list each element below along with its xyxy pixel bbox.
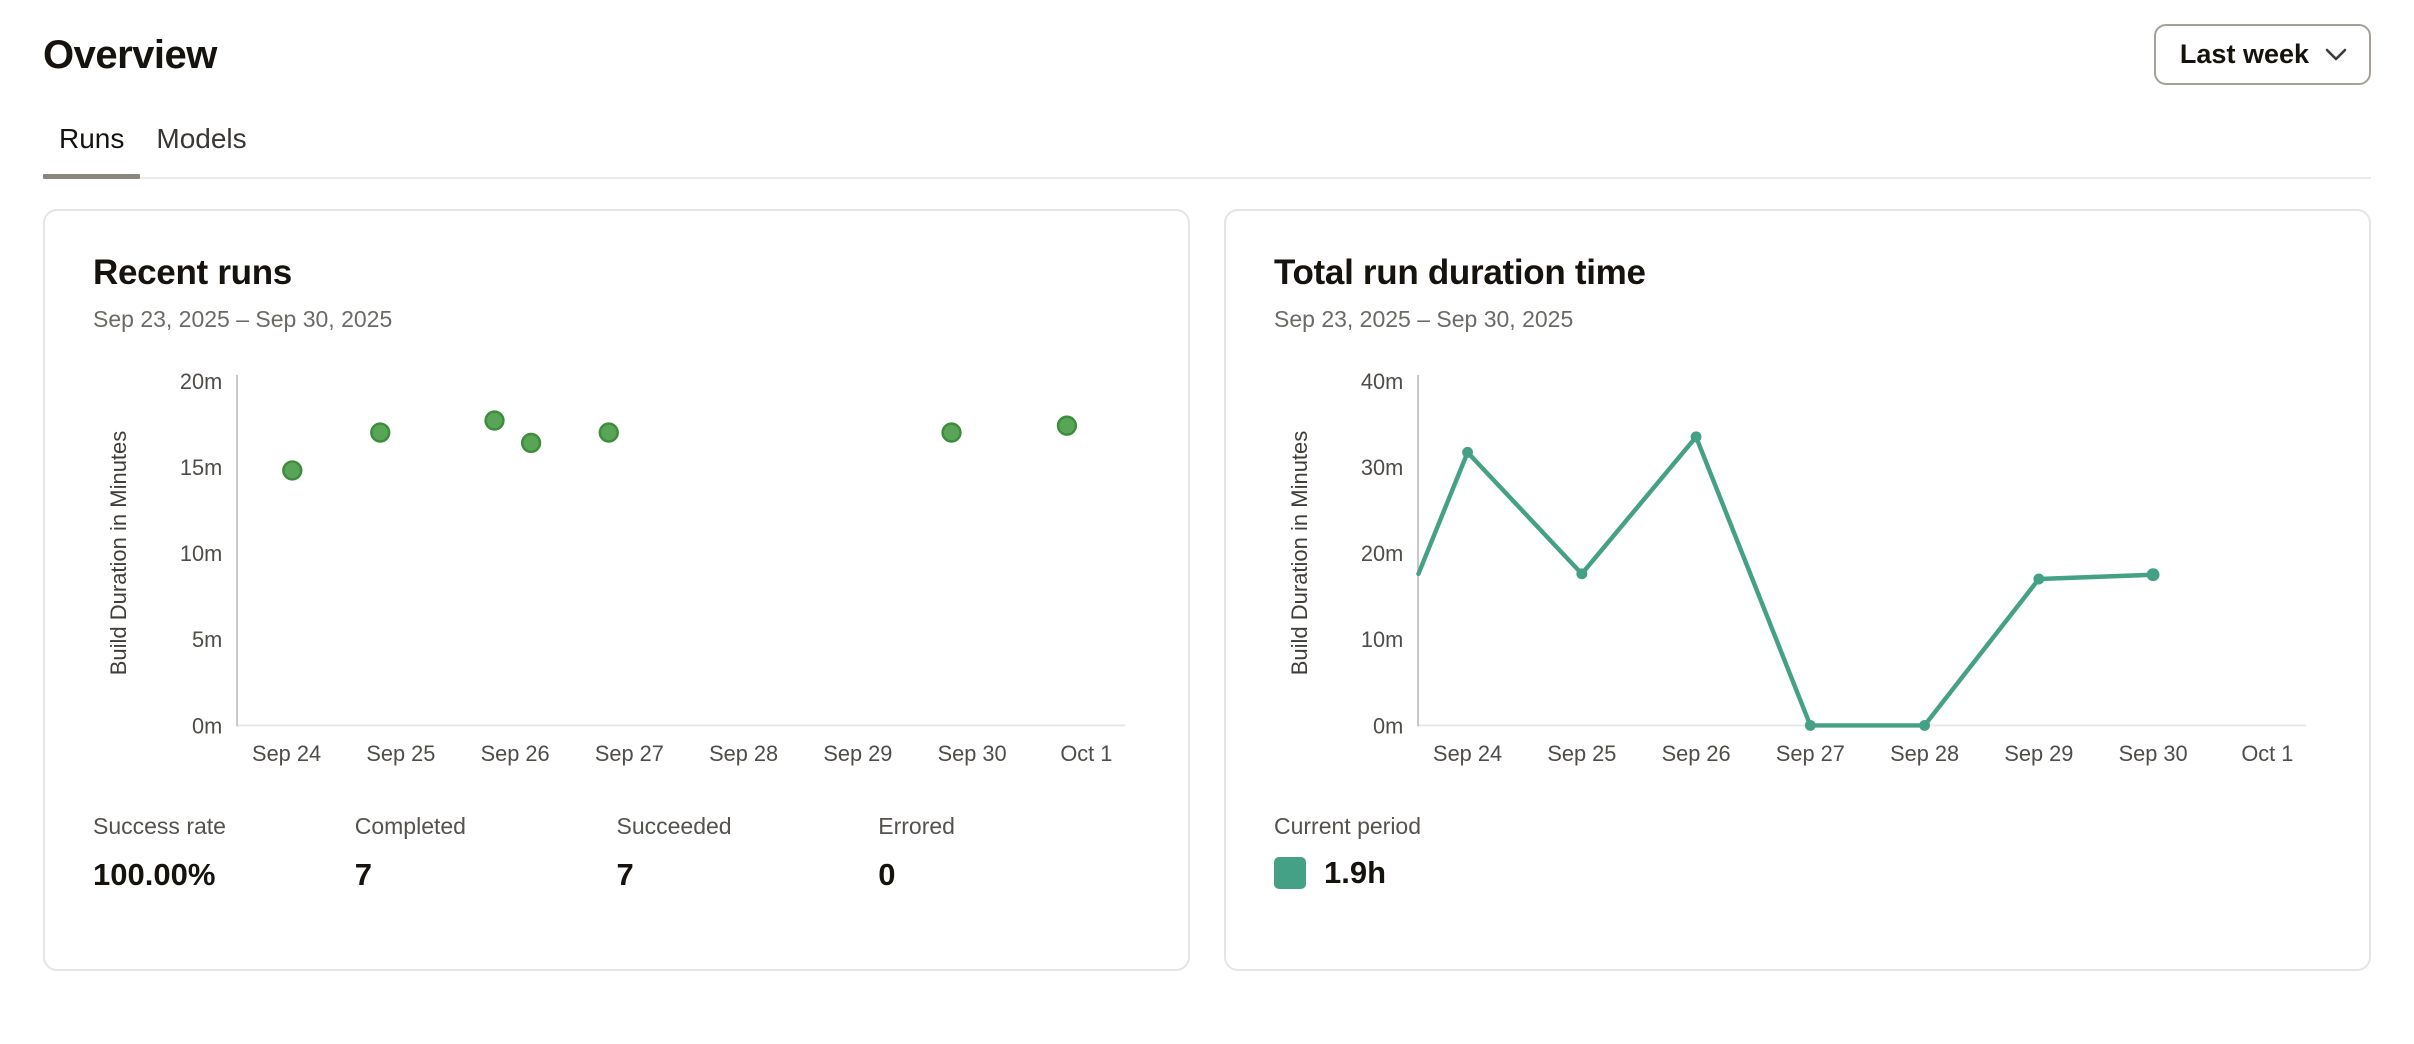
y-tick-label: 40m — [1361, 369, 1403, 394]
duration-line — [1416, 434, 2156, 728]
stat-value: 7 — [354, 857, 372, 892]
x-tick-label: Sep 24 — [1433, 741, 1502, 766]
stat-label: Succeeded — [616, 813, 732, 839]
scatter-plot: 0m 5m 10m 15m 20m Sep 24 Sep 25 Sep 26 Sep 27 Sep… — [180, 369, 1126, 766]
duration-legend: Current period 1.9h — [1274, 813, 2321, 891]
page-title: Overview — [43, 32, 217, 77]
line-marker — [1690, 431, 1702, 443]
overview-page: Overview Last week Runs Models Recent ru… — [43, 0, 2371, 971]
chevron-down-icon — [2325, 48, 2347, 61]
period-select-label: Last week — [2179, 39, 2309, 69]
stat-label: Completed — [354, 813, 466, 839]
x-tick-label: Oct 1 — [2241, 741, 2293, 766]
x-tick-label: Sep 25 — [366, 741, 435, 766]
y-tick-label: 20m — [1361, 541, 1403, 566]
y-tick-label: 5m — [192, 627, 222, 652]
line-marker — [1576, 568, 1588, 580]
period-select-button[interactable]: Last week — [2153, 24, 2371, 85]
x-tick-label: Sep 30 — [938, 741, 1007, 766]
line-marker — [2033, 573, 2045, 585]
tab-bar: Runs Models — [43, 123, 2371, 179]
y-tick-label: 20m — [180, 369, 222, 394]
x-tick-label: Sep 26 — [1662, 741, 1731, 766]
legend-row: 1.9h — [1274, 855, 2321, 891]
line-marker — [1462, 446, 1474, 458]
x-tick-label: Sep 30 — [2119, 741, 2188, 766]
line-plot: 0m 10m 20m 30m 40m Sep 24 Sep 25 Sep 26 Sep 27 Se… — [1361, 369, 2307, 766]
stat-value: 7 — [616, 857, 634, 892]
stat-success-rate: Success rate 100.00% — [93, 813, 355, 893]
y-tick-label: 10m — [1361, 627, 1403, 652]
recent-runs-card: Recent runs Sep 23, 2025 – Sep 30, 2025 … — [43, 209, 1190, 971]
x-tick-label: Sep 29 — [823, 741, 892, 766]
run-dot — [484, 410, 505, 431]
stat-succeeded: Succeeded 7 — [617, 813, 879, 893]
tab-models-label: Models — [156, 123, 247, 154]
x-tick-label: Sep 29 — [2004, 741, 2073, 766]
run-dot — [941, 422, 962, 443]
run-dot — [282, 460, 303, 481]
recent-runs-chart: Build Duration in Minutes 0m 5m 10m 15m 20m S… — [93, 359, 1140, 779]
x-tick-label: Sep 27 — [1776, 741, 1845, 766]
x-tick-label: Sep 24 — [252, 741, 321, 766]
y-tick-label: 0m — [192, 713, 222, 738]
run-dot — [598, 422, 619, 443]
x-tick-label: Sep 28 — [709, 741, 778, 766]
total-run-duration-card: Total run duration time Sep 23, 2025 – S… — [1224, 209, 2371, 971]
run-dot — [1056, 415, 1078, 436]
x-tick-label: Sep 27 — [595, 741, 664, 766]
recent-runs-y-axis-label: Build Duration in Minutes — [106, 430, 131, 676]
total-run-duration-chart: Build Duration in Minutes 0m 10m 20m 30m 40m… — [1274, 359, 2321, 779]
tab-runs-label: Runs — [59, 123, 125, 154]
x-tick-label: Sep 26 — [481, 741, 550, 766]
x-tick-label: Sep 25 — [1547, 741, 1616, 766]
tab-models[interactable]: Models — [140, 123, 262, 177]
legend-value: 1.9h — [1324, 855, 1387, 890]
x-tick-label: Oct 1 — [1060, 741, 1112, 766]
run-dot — [520, 432, 542, 454]
y-tick-label: 0m — [1373, 713, 1403, 738]
stat-value: 0 — [878, 857, 896, 892]
tab-runs[interactable]: Runs — [43, 123, 141, 179]
x-tick-label: Sep 28 — [1890, 741, 1959, 766]
line-marker — [2146, 568, 2160, 582]
stat-label: Success rate — [93, 813, 226, 839]
cards-row: Recent runs Sep 23, 2025 – Sep 30, 2025 … — [43, 209, 2371, 971]
recent-runs-date-range: Sep 23, 2025 – Sep 30, 2025 — [93, 306, 393, 332]
legend-swatch — [1274, 857, 1306, 889]
total-run-duration-y-axis-label: Build Duration in Minutes — [1287, 430, 1312, 676]
stat-label: Errored — [878, 813, 955, 839]
stat-completed: Completed 7 — [355, 813, 617, 893]
total-run-duration-title: Total run duration time — [1274, 253, 1646, 292]
recent-runs-stats: Success rate 100.00% Completed 7 Succeed… — [93, 813, 1140, 893]
top-bar: Overview Last week — [43, 0, 2371, 85]
run-dot — [370, 422, 391, 443]
stat-errored: Errored 0 — [878, 813, 1140, 893]
recent-runs-title: Recent runs — [93, 253, 292, 292]
total-run-duration-date-range: Sep 23, 2025 – Sep 30, 2025 — [1274, 306, 1574, 332]
legend-label: Current period — [1274, 813, 1422, 839]
stat-value: 100.00% — [93, 857, 216, 892]
y-tick-label: 10m — [180, 541, 222, 566]
line-marker — [1919, 719, 1931, 731]
y-tick-label: 30m — [1361, 455, 1403, 480]
y-tick-label: 15m — [180, 455, 222, 480]
line-marker — [1804, 719, 1816, 731]
